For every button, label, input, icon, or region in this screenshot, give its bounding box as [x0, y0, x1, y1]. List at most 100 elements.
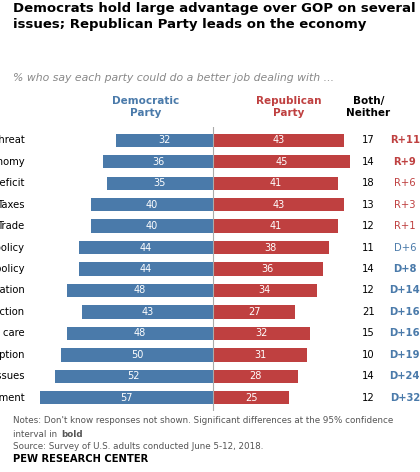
Text: Democratic
Party: Democratic Party: [113, 96, 180, 118]
Text: 36: 36: [262, 264, 274, 274]
Text: 12: 12: [362, 221, 375, 231]
Text: Republican
Party: Republican Party: [256, 96, 322, 118]
Bar: [82, 305, 213, 319]
Text: 43: 43: [272, 200, 285, 210]
Text: R+3: R+3: [394, 200, 415, 210]
Text: Foreign policy: Foreign policy: [0, 264, 24, 274]
Bar: [213, 177, 338, 190]
Text: 40: 40: [146, 221, 158, 231]
Text: Democrats hold large advantage over GOP on several
issues; Republican Party lead: Democrats hold large advantage over GOP …: [13, 2, 415, 31]
Text: 32: 32: [255, 329, 268, 338]
Text: R+6: R+6: [394, 178, 416, 188]
Text: 11: 11: [362, 243, 375, 253]
Text: D+32: D+32: [390, 393, 420, 403]
Bar: [213, 262, 323, 276]
Text: Both/
Neither: Both/ Neither: [346, 96, 390, 118]
Text: Immigration: Immigration: [0, 286, 24, 295]
Text: 44: 44: [140, 243, 152, 253]
Text: D+16: D+16: [389, 329, 420, 338]
Text: 41: 41: [269, 178, 281, 188]
Text: 21: 21: [362, 307, 375, 317]
Text: 17: 17: [362, 135, 375, 145]
Text: 14: 14: [362, 371, 375, 381]
Bar: [213, 327, 310, 340]
Text: 32: 32: [158, 135, 171, 145]
Text: 31: 31: [254, 350, 266, 360]
Bar: [213, 241, 329, 254]
Text: Taxes: Taxes: [0, 200, 24, 210]
Bar: [79, 262, 213, 276]
Bar: [39, 391, 213, 405]
Text: 45: 45: [276, 157, 288, 167]
Text: Notes: Don't know responses not shown. Significant differences at the 95% confid: Notes: Don't know responses not shown. S…: [13, 416, 393, 425]
Text: 50: 50: [131, 350, 143, 360]
Text: 44: 44: [140, 264, 152, 274]
Text: 10: 10: [362, 350, 375, 360]
Bar: [116, 134, 213, 147]
Bar: [213, 155, 350, 169]
Bar: [213, 391, 289, 405]
Text: 18: 18: [362, 178, 375, 188]
Bar: [67, 327, 213, 340]
Text: Race & ethnicity issues: Race & ethnicity issues: [0, 371, 24, 381]
Text: Health care: Health care: [0, 329, 24, 338]
Text: 38: 38: [265, 243, 277, 253]
Text: 36: 36: [152, 157, 164, 167]
Text: D+8: D+8: [393, 264, 417, 274]
Text: 52: 52: [128, 371, 140, 381]
Text: D+16: D+16: [389, 307, 420, 317]
Bar: [91, 198, 213, 211]
Bar: [61, 348, 213, 362]
Text: Gun policy: Gun policy: [0, 243, 24, 253]
Text: 40: 40: [146, 200, 158, 210]
Text: 41: 41: [269, 221, 281, 231]
Text: bold: bold: [61, 430, 82, 439]
Text: 12: 12: [362, 286, 375, 295]
Bar: [79, 241, 213, 254]
Text: D+14: D+14: [389, 286, 420, 295]
Text: 12: 12: [362, 393, 375, 403]
Text: % who say each party could do a better job dealing with ...: % who say each party could do a better j…: [13, 73, 334, 83]
Text: interval in: interval in: [13, 430, 60, 439]
Text: Trade: Trade: [0, 221, 24, 231]
Text: PEW RESEARCH CENTER: PEW RESEARCH CENTER: [13, 454, 148, 464]
Text: D+6: D+6: [394, 243, 416, 253]
Bar: [107, 177, 213, 190]
Bar: [91, 219, 213, 233]
Text: Budget deficit: Budget deficit: [0, 178, 24, 188]
Text: Economy: Economy: [0, 157, 24, 167]
Text: Drug addiction: Drug addiction: [0, 307, 24, 317]
Bar: [213, 134, 344, 147]
Text: 14: 14: [362, 264, 375, 274]
Text: 34: 34: [259, 286, 271, 295]
Text: R+9: R+9: [394, 157, 416, 167]
Text: 48: 48: [134, 286, 146, 295]
Bar: [213, 370, 298, 383]
Text: Source: Survey of U.S. adults conducted June 5-12, 2018.: Source: Survey of U.S. adults conducted …: [13, 442, 263, 451]
Text: R+1: R+1: [394, 221, 416, 231]
Text: D+19: D+19: [389, 350, 420, 360]
Text: Environment: Environment: [0, 393, 24, 403]
Bar: [103, 155, 213, 169]
Text: 35: 35: [154, 178, 166, 188]
Text: 15: 15: [362, 329, 375, 338]
Text: R+11: R+11: [390, 135, 420, 145]
Text: 13: 13: [362, 200, 375, 210]
Bar: [213, 284, 317, 297]
Bar: [213, 348, 307, 362]
Text: 25: 25: [245, 393, 257, 403]
Bar: [213, 305, 295, 319]
Text: 27: 27: [248, 307, 260, 317]
Text: 28: 28: [249, 371, 262, 381]
Bar: [55, 370, 213, 383]
Text: 43: 43: [272, 135, 285, 145]
Bar: [67, 284, 213, 297]
Text: .: .: [74, 430, 76, 439]
Text: 14: 14: [362, 157, 375, 167]
Text: D+24: D+24: [389, 371, 420, 381]
Bar: [213, 219, 338, 233]
Text: 57: 57: [120, 393, 133, 403]
Text: Abortion & contraception: Abortion & contraception: [0, 350, 24, 360]
Text: Terrorist threat: Terrorist threat: [0, 135, 24, 145]
Bar: [213, 198, 344, 211]
